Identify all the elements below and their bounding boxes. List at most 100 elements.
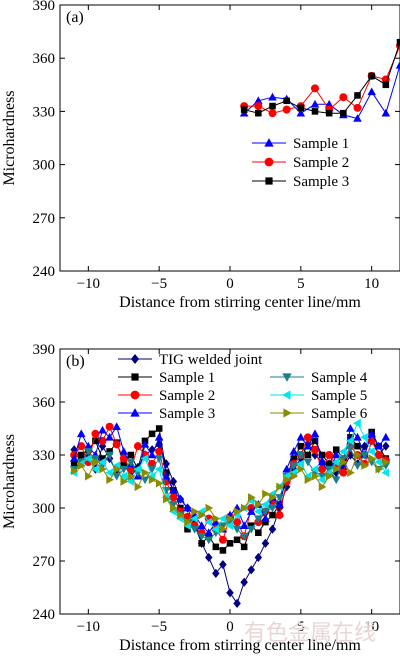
data-point bbox=[268, 109, 277, 118]
data-point bbox=[239, 532, 249, 541]
data-point bbox=[133, 442, 142, 451]
y-tick-label: 270 bbox=[33, 554, 56, 570]
data-point bbox=[92, 457, 100, 467]
data-point bbox=[98, 457, 106, 467]
data-point bbox=[112, 422, 121, 431]
data-point bbox=[347, 468, 355, 477]
data-point bbox=[340, 457, 348, 467]
data-point bbox=[169, 485, 178, 494]
data-point bbox=[254, 552, 263, 563]
legend-marker bbox=[130, 408, 140, 417]
x-tick-label: −10 bbox=[77, 276, 100, 292]
data-point bbox=[240, 543, 248, 551]
data-point bbox=[225, 521, 234, 530]
data-point bbox=[176, 494, 185, 503]
data-point bbox=[119, 471, 128, 481]
series-sample-6 bbox=[70, 450, 391, 534]
y-tick-label: 390 bbox=[33, 0, 56, 14]
data-point bbox=[268, 504, 277, 513]
data-point bbox=[360, 433, 368, 442]
data-point bbox=[99, 464, 107, 474]
data-point bbox=[269, 493, 277, 502]
data-point bbox=[219, 559, 227, 570]
data-point bbox=[212, 514, 221, 523]
data-point bbox=[83, 454, 92, 463]
data-point bbox=[261, 514, 270, 522]
data-point bbox=[204, 552, 213, 563]
data-point bbox=[360, 451, 369, 460]
series-sample-3 bbox=[240, 38, 400, 117]
data-point bbox=[69, 454, 79, 462]
data-point bbox=[353, 103, 362, 112]
x-tick-label: 0 bbox=[226, 276, 234, 292]
legend-label: Sample 1 bbox=[159, 370, 215, 386]
data-point bbox=[127, 471, 136, 481]
data-point bbox=[255, 529, 262, 537]
data-point bbox=[268, 524, 277, 534]
data-point bbox=[375, 464, 384, 474]
data-point bbox=[353, 462, 362, 471]
data-point bbox=[275, 500, 284, 508]
data-point bbox=[282, 105, 291, 114]
data-point bbox=[191, 507, 200, 516]
legend: Sample 1 Sample 2 Sample 3 bbox=[252, 136, 349, 190]
data-point bbox=[106, 475, 115, 485]
data-point bbox=[331, 450, 341, 459]
data-point bbox=[303, 441, 313, 450]
data-point bbox=[296, 432, 306, 441]
data-point bbox=[76, 429, 86, 438]
data-point bbox=[381, 432, 391, 441]
data-point bbox=[325, 471, 334, 481]
data-point bbox=[268, 92, 277, 101]
data-point bbox=[289, 447, 299, 455]
data-point bbox=[275, 511, 284, 520]
data-point bbox=[226, 514, 235, 523]
data-point bbox=[262, 489, 270, 499]
data-point bbox=[204, 517, 213, 527]
data-point bbox=[318, 465, 327, 474]
data-point bbox=[325, 460, 333, 468]
data-point bbox=[212, 543, 220, 551]
data-point bbox=[289, 462, 299, 471]
data-point bbox=[198, 540, 205, 547]
data-point bbox=[126, 477, 135, 486]
data-point bbox=[368, 72, 375, 80]
data-point bbox=[105, 451, 114, 460]
data-point bbox=[297, 464, 306, 474]
data-point bbox=[120, 477, 129, 486]
data-point bbox=[317, 475, 326, 485]
data-point bbox=[190, 525, 199, 534]
data-point bbox=[77, 451, 85, 459]
data-point bbox=[219, 524, 228, 534]
data-point bbox=[127, 451, 135, 459]
legend-marker bbox=[130, 353, 140, 365]
data-point bbox=[233, 598, 241, 608]
data-point bbox=[119, 447, 129, 455]
legend-label: Sample 2 bbox=[293, 155, 349, 171]
y-tick-label: 330 bbox=[33, 448, 56, 464]
data-point bbox=[353, 418, 361, 428]
data-point bbox=[91, 429, 100, 438]
data-point bbox=[219, 547, 227, 554]
data-point bbox=[368, 454, 377, 463]
data-point bbox=[297, 442, 305, 450]
y-tick-label: 300 bbox=[33, 501, 56, 517]
data-point bbox=[77, 461, 86, 470]
data-point bbox=[147, 450, 157, 459]
data-point bbox=[197, 532, 206, 541]
data-point bbox=[198, 510, 207, 520]
data-point bbox=[112, 440, 121, 449]
legend-marker bbox=[264, 157, 274, 167]
data-point bbox=[92, 437, 99, 445]
legend-marker bbox=[282, 373, 292, 382]
data-point bbox=[154, 464, 163, 474]
data-point bbox=[261, 508, 270, 516]
x-tick-label: 10 bbox=[364, 619, 379, 635]
y-tick-label: 360 bbox=[33, 395, 56, 411]
data-point bbox=[296, 459, 305, 469]
data-point bbox=[296, 451, 306, 460]
data-point bbox=[346, 444, 355, 453]
data-point bbox=[353, 114, 362, 122]
data-point bbox=[240, 106, 248, 113]
data-point bbox=[197, 521, 206, 529]
